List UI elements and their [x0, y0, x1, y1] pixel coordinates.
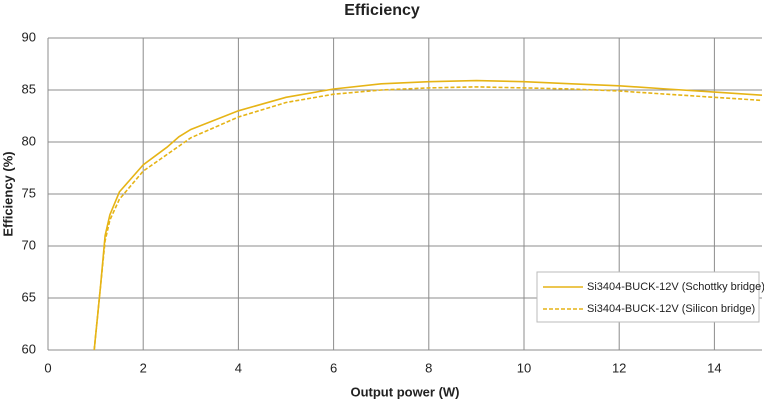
y-tick-label: 85 — [22, 81, 36, 96]
y-tick-label: 80 — [22, 133, 36, 148]
legend-label: Si3404-BUCK-12V (Silicon bridge) — [587, 303, 755, 315]
x-axis-label: Output power (W) — [350, 384, 459, 399]
x-tick-label: 10 — [517, 360, 531, 375]
y-tick-label: 90 — [22, 29, 36, 44]
x-tick-label: 12 — [612, 360, 626, 375]
series-line — [93, 79, 763, 351]
y-tick-label: 60 — [22, 341, 36, 356]
y-tick-label: 70 — [22, 237, 36, 252]
y-tick-label: 75 — [22, 185, 36, 200]
x-tick-label: 2 — [140, 360, 147, 375]
chart-title: Efficiency — [344, 2, 420, 19]
series-line — [93, 86, 763, 351]
legend-box — [536, 271, 760, 323]
y-tick-label: 65 — [22, 289, 36, 304]
x-tick-label: 6 — [330, 360, 337, 375]
x-tick-label: 8 — [425, 360, 432, 375]
x-tick-label: 14 — [707, 360, 721, 375]
x-tick-label: 0 — [44, 360, 51, 375]
y-axis-label: Efficiency (%) — [0, 151, 15, 236]
legend-label: Si3404-BUCK-12V (Schottky bridge) — [587, 281, 764, 293]
x-tick-label: 4 — [235, 360, 242, 375]
